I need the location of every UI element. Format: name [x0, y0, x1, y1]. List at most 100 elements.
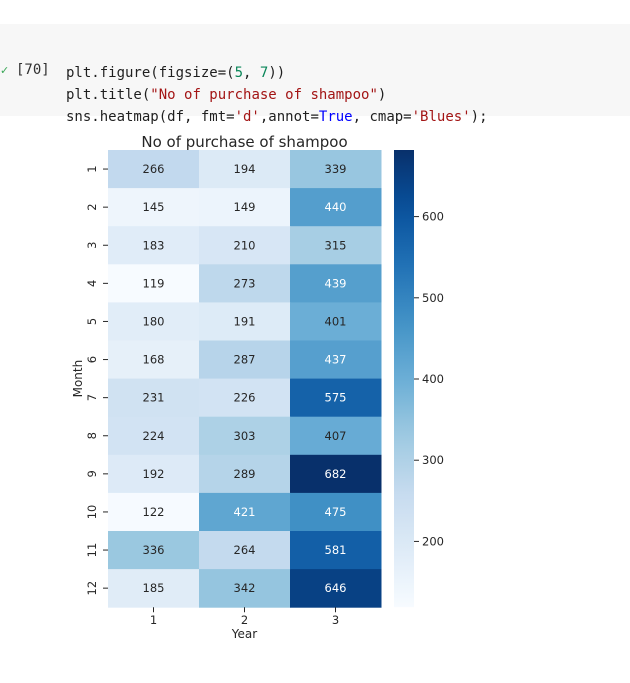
heatmap-cell [108, 188, 200, 227]
heatmap-cell [290, 264, 382, 303]
cell-annotation: 122 [143, 505, 165, 519]
y-axis-label: Month [71, 360, 85, 398]
cell-annotation: 682 [325, 467, 347, 481]
colorbar-tick-label: 600 [422, 210, 444, 224]
cell-annotation: 264 [234, 543, 256, 557]
heatmap-cell [290, 226, 382, 265]
code-line: sns.heatmap(df, fmt='d',annot=True, cmap… [66, 109, 488, 125]
check-icon: ✓ [0, 64, 10, 77]
heatmap-cell [108, 340, 200, 380]
heatmap-cell [108, 569, 200, 608]
x-tick-label: 1 [150, 613, 157, 627]
heatmap-cell [290, 150, 382, 189]
y-tick-label: 5 [85, 318, 99, 325]
cell-annotation: 401 [325, 314, 347, 328]
cell-output: No of purchase of shampoo 266 194 339 145 149… [0, 116, 630, 678]
heatmap-cell [108, 378, 200, 418]
cell-annotation: 273 [234, 276, 256, 290]
y-tick-label: 3 [85, 242, 99, 249]
heatmap-cell [199, 492, 291, 532]
heatmap-cell [199, 150, 291, 189]
code-cell[interactable]: ✓ [70] plt.figure(figsize=(5, 7)) plt.ti… [0, 24, 630, 125]
chart-title: No of purchase of shampoo [141, 133, 347, 151]
heatmap-cell [290, 531, 382, 570]
cell-annotation: 339 [325, 162, 347, 176]
cell-annotation: 407 [325, 429, 347, 443]
cell-annotation: 475 [325, 505, 347, 519]
y-tick-label: 9 [85, 470, 99, 477]
heatmap-cell [199, 226, 291, 265]
heatmap-cell [108, 226, 200, 265]
cell-annotation: 303 [234, 429, 256, 443]
y-tick-label: 10 [85, 505, 99, 520]
heatmap-cell [290, 188, 382, 227]
cell-annotation: 646 [325, 581, 347, 595]
cell-annotation: 180 [143, 314, 165, 328]
heatmap-cell [199, 264, 291, 303]
cell-annotation: 437 [325, 353, 347, 367]
heatmap-cell [199, 302, 291, 341]
code-editor[interactable]: plt.figure(figsize=(5, 7)) plt.title("No… [66, 62, 488, 128]
y-tick-label: 11 [85, 543, 99, 558]
cell-annotation: 231 [143, 391, 165, 405]
colorbar-tick-label: 200 [422, 534, 444, 548]
heatmap-cell [108, 531, 200, 570]
x-tick-label: 3 [332, 613, 339, 627]
heatmap-cell [199, 531, 291, 570]
heatmap-cell [108, 302, 200, 341]
y-tick-label: 8 [85, 432, 99, 439]
cell-annotation: 185 [143, 581, 165, 595]
colorbar-tick-label: 300 [422, 453, 444, 467]
heatmap-cell [199, 416, 291, 456]
cell-annotation: 581 [325, 543, 347, 557]
heatmap-cell [290, 492, 382, 532]
heatmap-cell [290, 416, 382, 456]
cell-annotation: 439 [325, 276, 347, 290]
cell-annotation: 183 [143, 238, 165, 252]
cell-annotation: 287 [234, 353, 256, 367]
heatmap-cell [199, 188, 291, 227]
heatmap-cell [199, 340, 291, 380]
cell-annotation: 149 [234, 200, 256, 214]
cell-annotation: 440 [325, 200, 347, 214]
heatmap-cell [108, 264, 200, 303]
x-axis-label: Year [231, 627, 257, 641]
cell-annotation: 192 [143, 467, 165, 481]
y-tick-label: 4 [85, 280, 99, 287]
heatmap-cell [199, 569, 291, 608]
y-tick-label: 7 [85, 394, 99, 401]
cell-annotation: 224 [143, 429, 165, 443]
cell-annotation: 336 [143, 543, 165, 557]
code-line: plt.title("No of purchase of shampoo") [66, 87, 387, 103]
cell-annotation: 210 [234, 238, 256, 252]
colorbar-tick-label: 500 [422, 291, 444, 305]
cell-annotation: 575 [325, 391, 347, 405]
heatmap-cell [290, 454, 382, 494]
heatmap-cell [290, 378, 382, 418]
cell-annotation: 315 [325, 238, 347, 252]
colorbar [394, 150, 414, 608]
execution-count: [70] [16, 62, 50, 78]
cell-annotation: 342 [234, 581, 256, 595]
heatmap-cell [108, 454, 200, 494]
heatmap-cell [290, 302, 382, 341]
x-tick-label: 2 [241, 613, 248, 627]
y-tick-label: 12 [85, 581, 99, 596]
y-tick-label: 1 [85, 165, 99, 172]
cell-annotation: 421 [234, 505, 256, 519]
cell-annotation: 226 [234, 391, 256, 405]
cell-annotation: 266 [143, 162, 165, 176]
code-line: plt.figure(figsize=(5, 7)) [66, 65, 286, 81]
colorbar-tick-label: 400 [422, 372, 444, 386]
heatmap-cell [290, 569, 382, 608]
heatmap-cell [199, 454, 291, 494]
cell-annotation: 119 [143, 276, 165, 290]
heatmap-cell [199, 378, 291, 418]
heatmap-cell [108, 416, 200, 456]
heatmap-cell [108, 150, 200, 189]
cell-annotation: 194 [234, 162, 256, 176]
cell-annotation: 168 [143, 353, 165, 367]
heatmap-cell [290, 340, 382, 380]
cell-annotation: 145 [143, 200, 165, 214]
